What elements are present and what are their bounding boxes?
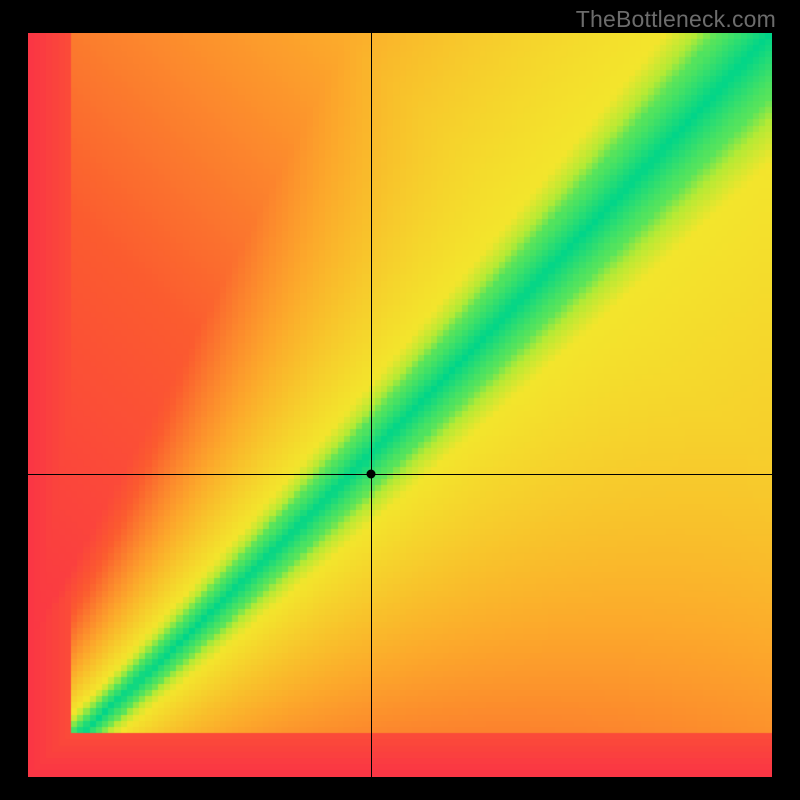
chart-frame [28, 33, 772, 777]
watermark-text: TheBottleneck.com [576, 6, 776, 33]
bottleneck-heatmap [28, 33, 772, 777]
crosshair-horizontal [28, 474, 772, 475]
crosshair-vertical [371, 33, 372, 777]
crosshair-dot [366, 470, 375, 479]
